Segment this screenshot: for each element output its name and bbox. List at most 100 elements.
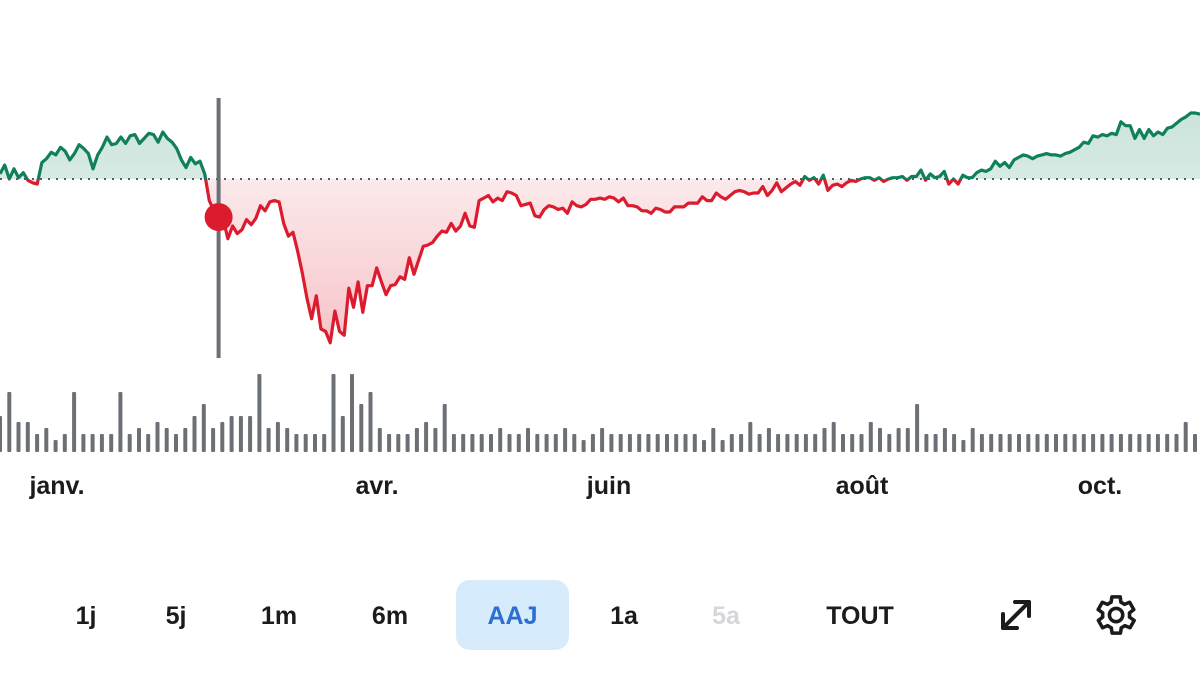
volume-bar (1017, 434, 1021, 452)
volume-bar (489, 434, 493, 452)
volume-bar (1183, 422, 1188, 452)
volume-bar (896, 428, 901, 452)
volume-bar (442, 404, 447, 452)
volume-bar (109, 434, 114, 452)
volume-bar (0, 416, 2, 452)
negative-area-fill (0, 179, 1200, 343)
volume-bar (99, 434, 104, 452)
volume-bar (1072, 434, 1077, 452)
volume-bar (665, 434, 669, 452)
volume-bar (553, 434, 558, 452)
volume-bar (1118, 434, 1123, 452)
volume-bar (164, 428, 169, 452)
volume-bar (813, 434, 818, 452)
volume-bar (266, 428, 271, 452)
volume-bar (62, 434, 67, 452)
volume-bar (757, 434, 762, 452)
volume-bar (609, 434, 614, 452)
volume-bar (127, 434, 132, 452)
volume-bar (192, 416, 197, 452)
volume-bar (841, 434, 845, 452)
volume-bar (739, 434, 744, 452)
volume-bar (702, 440, 706, 452)
volume-bar (211, 428, 216, 452)
range-button-1m[interactable]: 1m (260, 602, 298, 630)
volume-bar (248, 416, 253, 452)
range-button-5j[interactable]: 5j (165, 602, 187, 630)
volume-bar (878, 428, 882, 452)
volume-bar (970, 428, 975, 452)
volume-bar (155, 422, 160, 452)
volume-bar (590, 434, 595, 452)
volume-bar (859, 434, 864, 452)
volume-bar (405, 434, 410, 452)
range-button-aaj[interactable]: AAJ (456, 580, 569, 650)
range-button-1a[interactable]: 1a (610, 602, 638, 630)
volume-bar (1128, 434, 1133, 452)
volume-bar (822, 428, 827, 452)
volume-bar (461, 434, 466, 452)
volume-bar (350, 374, 354, 452)
volume-bar (674, 434, 679, 452)
volume-bar (285, 428, 290, 452)
volume-bar (396, 434, 401, 452)
volume-bar (794, 434, 799, 452)
volume-bar (915, 404, 920, 452)
x-axis-label: avr. (355, 472, 398, 500)
volume-bar (850, 434, 855, 452)
volume-bar (1007, 434, 1012, 452)
expand-icon[interactable] (991, 590, 1041, 640)
volume-bar (25, 422, 30, 452)
volume-bar (803, 434, 808, 452)
volume-bar (683, 434, 688, 452)
volume-bar (627, 434, 632, 452)
volume-bar (238, 416, 243, 452)
volume-bar (118, 392, 123, 452)
range-button-6m[interactable]: 6m (371, 602, 409, 630)
volume-bar (433, 428, 438, 452)
x-axis-label: juin (586, 472, 631, 500)
gear-icon[interactable] (1089, 590, 1139, 640)
volume-bar (44, 428, 49, 452)
x-axis-label: août (836, 472, 889, 500)
volume-bar (720, 440, 725, 452)
volume-bar (359, 404, 364, 452)
volume-bar (1026, 434, 1031, 452)
volume-bar (303, 434, 308, 452)
range-button-1j[interactable]: 1j (75, 602, 97, 630)
volume-bar (275, 422, 280, 452)
volume-bar (1054, 434, 1058, 452)
volume-bar (655, 434, 660, 452)
volume-bar (905, 428, 910, 452)
x-axis-label: oct. (1078, 472, 1122, 500)
volume-bar (220, 422, 225, 452)
volume-bar (961, 440, 966, 452)
volume-bar (776, 434, 781, 452)
volume-bar (7, 392, 12, 452)
volume-bar (479, 434, 484, 452)
volume-bar (90, 434, 95, 452)
volume-bar (729, 434, 734, 452)
volume-bar (387, 434, 392, 452)
volume-bar (989, 434, 994, 452)
volume-bar (526, 428, 530, 452)
volume-bar (581, 440, 586, 452)
volume-bar (53, 440, 58, 452)
volume-bar (544, 434, 549, 452)
volume-bar (507, 434, 512, 452)
price-line-positive (0, 111, 1200, 179)
price-chart[interactable]: janv. avr. juin août oct. (0, 0, 1200, 520)
volume-bar (748, 422, 753, 452)
range-button-tout[interactable]: TOUT (826, 602, 894, 630)
volume-bar (1146, 434, 1151, 452)
volume-bar (183, 428, 188, 452)
volume-bar (942, 428, 947, 452)
x-axis-label: janv. (28, 472, 84, 500)
volume-bar (451, 434, 456, 452)
volume-bar (1137, 434, 1142, 452)
volume-bar (229, 416, 234, 452)
volume-bar (414, 428, 419, 452)
crosshair-point[interactable] (204, 203, 233, 232)
volume-bar (1109, 434, 1114, 452)
volume-bar (831, 422, 836, 452)
